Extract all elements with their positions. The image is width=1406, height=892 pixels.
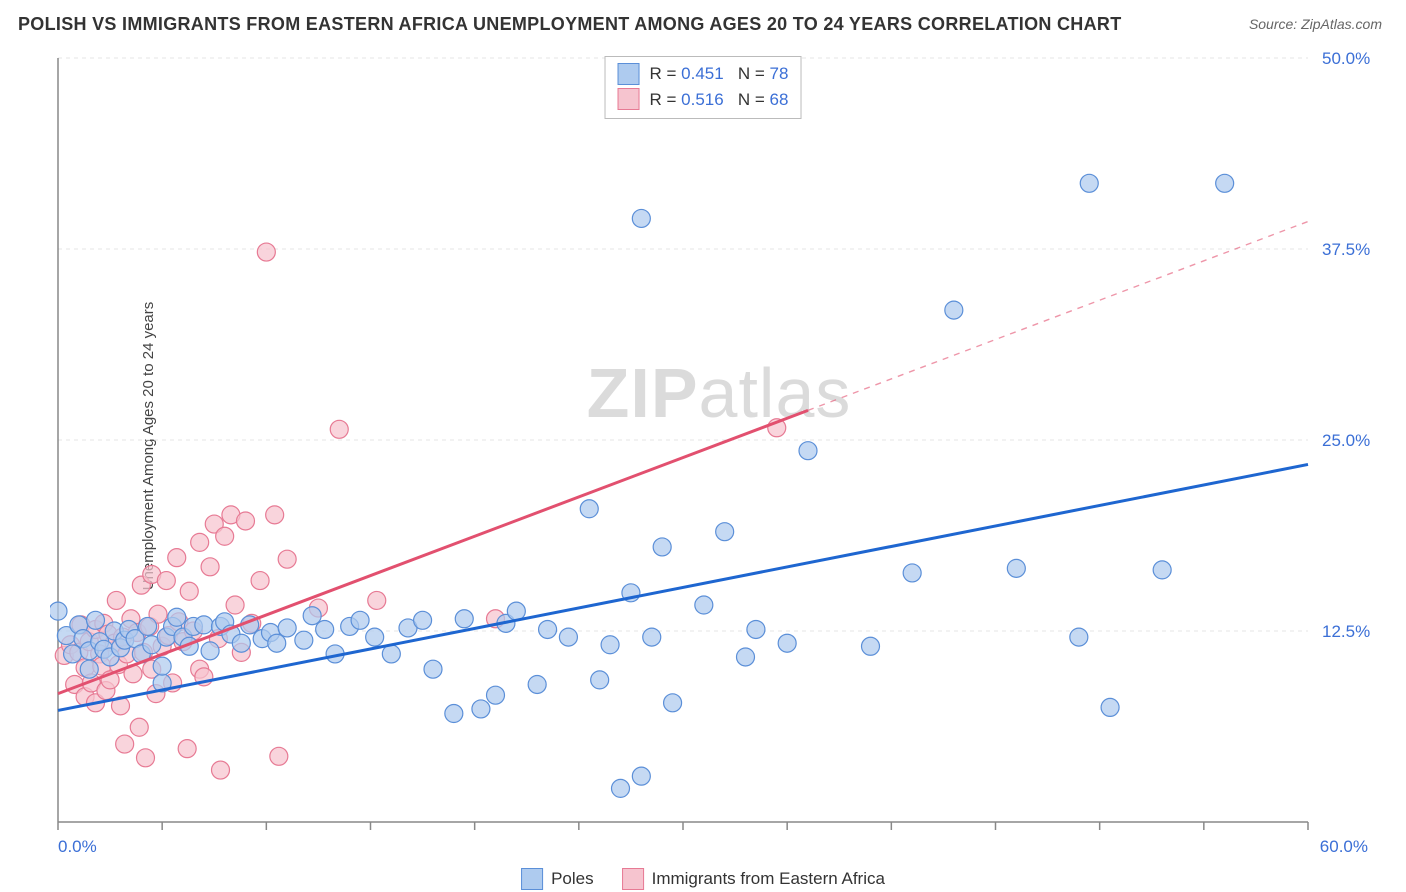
legend-stats: R = 0.451 N = 78 bbox=[650, 61, 789, 87]
stat-legend: R = 0.451 N = 78R = 0.516 N = 68 bbox=[605, 56, 802, 119]
svg-text:60.0%: 60.0% bbox=[1320, 837, 1368, 856]
source-attribution: Source: ZipAtlas.com bbox=[1249, 16, 1382, 32]
legend-swatch bbox=[618, 88, 640, 110]
svg-text:37.5%: 37.5% bbox=[1322, 240, 1370, 259]
scatter-plot-svg: 12.5% 25.0% 37.5% 50.0% 0.0% 60.0% bbox=[50, 50, 1388, 866]
legend-stats: R = 0.516 N = 68 bbox=[650, 87, 789, 113]
svg-text:25.0%: 25.0% bbox=[1322, 431, 1370, 450]
svg-text:12.5%: 12.5% bbox=[1322, 622, 1370, 641]
legend-swatch bbox=[618, 63, 640, 85]
svg-text:50.0%: 50.0% bbox=[1322, 50, 1370, 68]
source-label: Source: bbox=[1249, 16, 1297, 32]
stat-legend-row: R = 0.516 N = 68 bbox=[618, 87, 789, 113]
stat-legend-row: R = 0.451 N = 78 bbox=[618, 61, 789, 87]
source-value: ZipAtlas.com bbox=[1301, 16, 1382, 32]
series-legend-label: Poles bbox=[551, 869, 594, 889]
legend-swatch bbox=[622, 868, 644, 890]
chart-title: POLISH VS IMMIGRANTS FROM EASTERN AFRICA… bbox=[18, 14, 1122, 35]
series-legend-label: Immigrants from Eastern Africa bbox=[652, 869, 885, 889]
svg-text:0.0%: 0.0% bbox=[58, 837, 97, 856]
series-legend-item: Poles bbox=[521, 868, 594, 890]
series-legend: Poles Immigrants from Eastern Africa bbox=[521, 868, 885, 890]
legend-swatch bbox=[521, 868, 543, 890]
series-legend-item: Immigrants from Eastern Africa bbox=[622, 868, 885, 890]
plot-area: ZIPatlas 12.5%25.0%37.5%50.0%0.0%60.0% bbox=[50, 50, 1388, 866]
